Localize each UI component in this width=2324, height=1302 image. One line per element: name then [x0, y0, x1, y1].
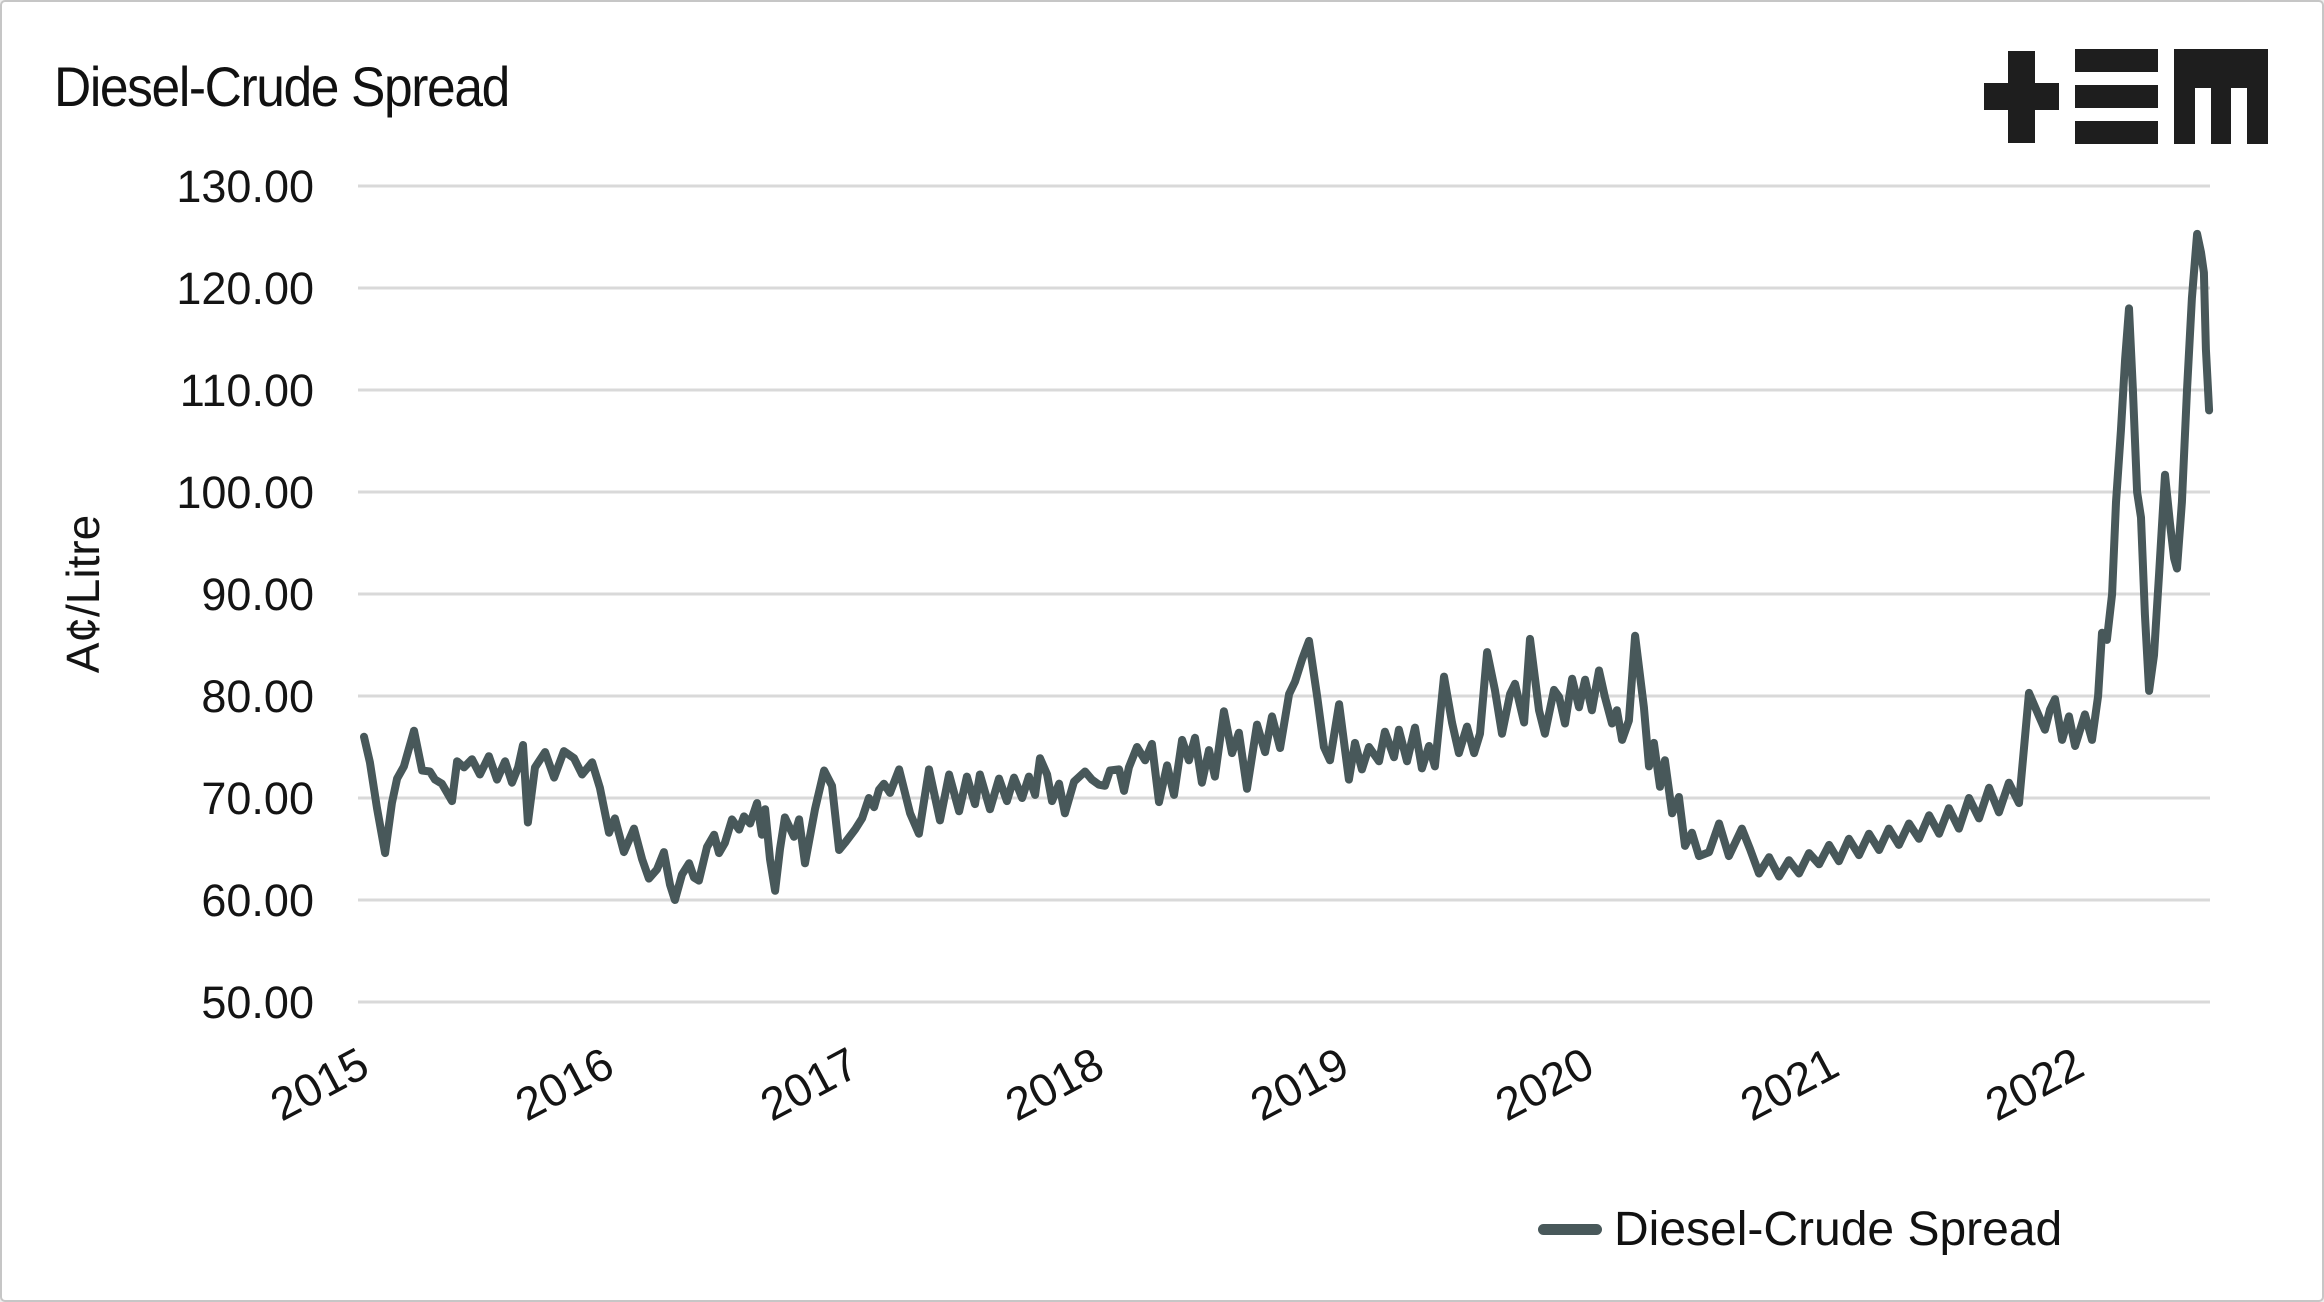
y-tick-label: 70.00: [201, 773, 314, 824]
gridlines: [358, 184, 2210, 1004]
legend-label: Diesel-Crude Spread: [1614, 1202, 2063, 1256]
x-tick-labels: 2015 2016 2017 2018 2019 2020 2021 2022: [262, 1037, 2092, 1131]
legend-line-swatch: [1538, 1223, 1602, 1235]
x-tick-label: 2020: [1487, 1037, 1602, 1131]
y-tick-labels: 130.00 120.00 110.00 100.00 90.00 80.00 70.00 6…: [176, 161, 314, 1028]
m-icon: [2174, 49, 2268, 144]
tem-logo: [1984, 49, 2268, 144]
x-tick-label: 2017: [752, 1037, 867, 1131]
x-tick-label: 2022: [1977, 1037, 2092, 1131]
legend: Diesel-Crude Spread: [1538, 1200, 2062, 1258]
y-tick-label: 90.00: [201, 569, 314, 620]
y-tick-label: 60.00: [201, 875, 314, 926]
y-tick-label: 110.00: [180, 365, 314, 416]
y-tick-label: 80.00: [201, 671, 314, 722]
x-tick-label: 2015: [262, 1037, 377, 1131]
y-tick-label: 120.00: [176, 263, 314, 314]
series-line: [360, 229, 2214, 904]
x-tick-label: 2016: [507, 1037, 622, 1131]
y-axis-title: A¢/Litre: [57, 515, 109, 674]
y-tick-label: 130.00: [176, 161, 314, 212]
x-tick-label: 2018: [997, 1037, 1112, 1131]
x-tick-label: 2019: [1242, 1037, 1357, 1131]
x-tick-label: 2021: [1732, 1037, 1847, 1131]
y-tick-label: 100.00: [176, 467, 314, 518]
three-bars-icon: [2075, 49, 2158, 144]
plus-icon: [1984, 51, 2059, 143]
y-tick-label: 50.00: [201, 977, 314, 1028]
page-title: Diesel-Crude Spread: [54, 55, 510, 118]
